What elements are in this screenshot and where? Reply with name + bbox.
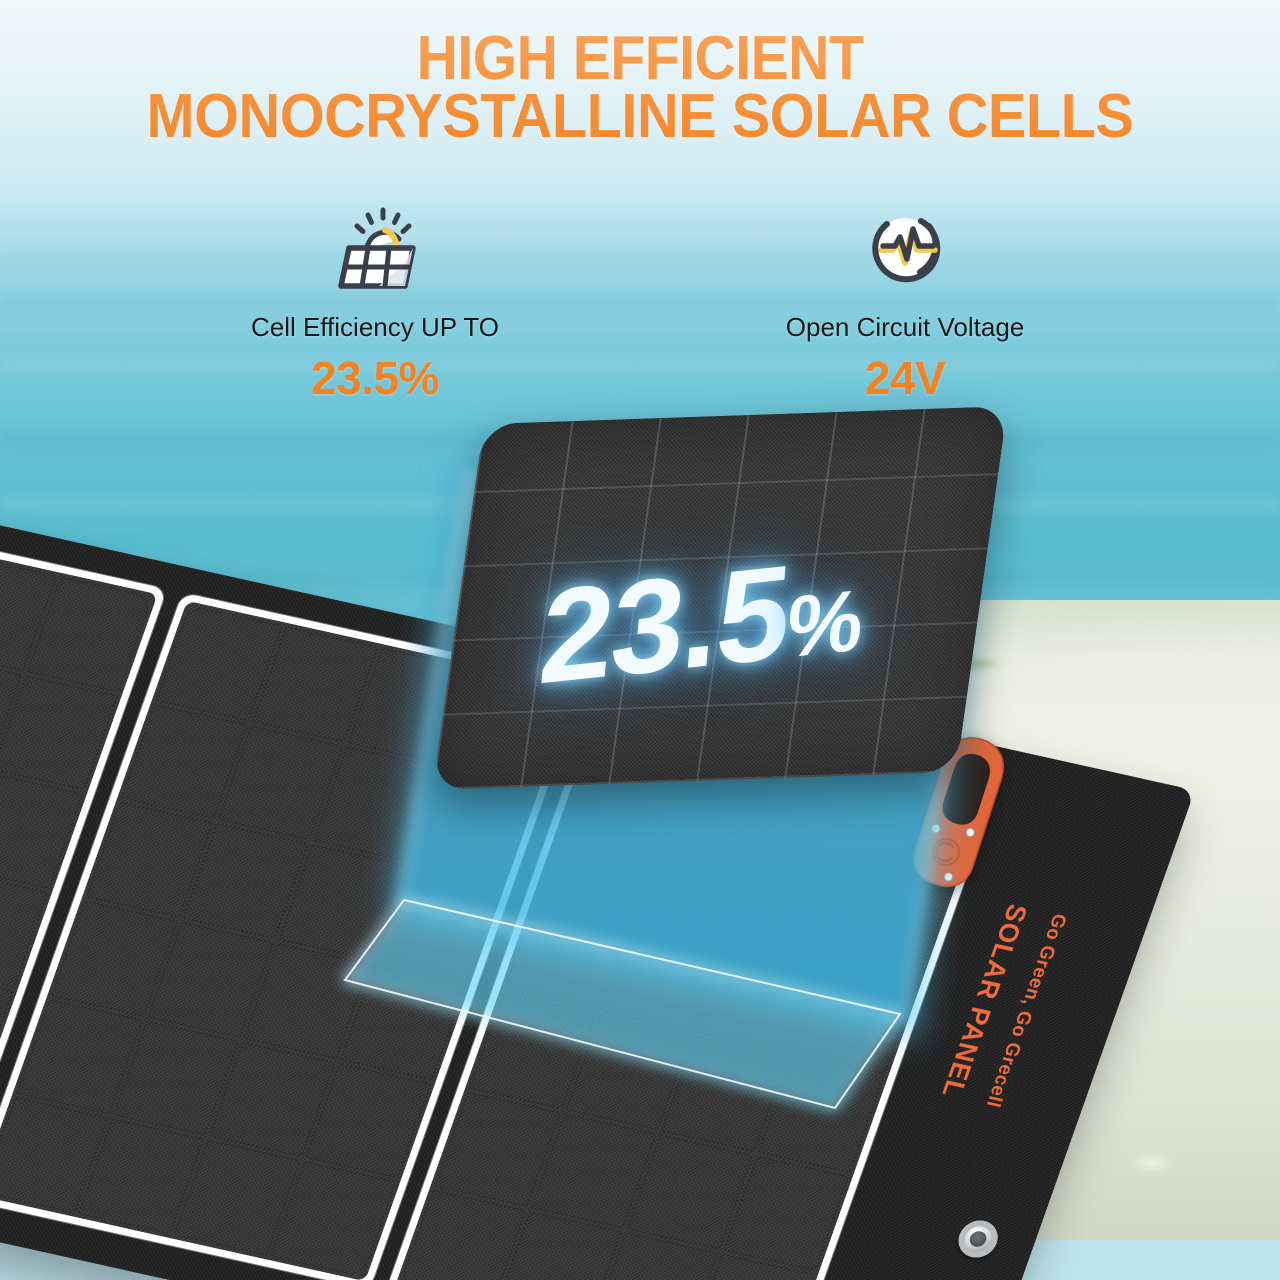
callout-unit: %	[782, 571, 866, 677]
solar-panel-sun-icon	[185, 192, 565, 304]
stat-value: 24V	[864, 352, 946, 404]
feature-stats: Cell Efficiency UP TO 23.5% Open Circuit…	[0, 192, 1280, 405]
headline-line-2: MONOCRYSTALLINE SOLAR CELLS	[146, 81, 1134, 151]
solar-cell	[0, 675, 118, 791]
stat-value: 23.5%	[311, 352, 439, 404]
stat-open-circuit-voltage: Open Circuit Voltage 24V	[715, 192, 1095, 405]
grommet-eyelet	[953, 1216, 1004, 1262]
page-title: HIGH EFFICIENT MONOCRYSTALLINE SOLAR CEL…	[0, 24, 1280, 151]
stat-cell-efficiency: Cell Efficiency UP TO 23.5%	[185, 192, 565, 405]
stat-label: Cell Efficiency UP TO	[250, 312, 500, 342]
sea-highlight-band	[0, 230, 1280, 240]
solar-cell	[399, 1190, 526, 1280]
sea-shadow-band	[0, 296, 1280, 308]
sea-highlight-band	[0, 360, 1280, 369]
voltage-waveform-icon	[715, 192, 1095, 304]
stat-label: Open Circuit Voltage	[785, 312, 1025, 342]
headline-line-1: HIGH EFFICIENT	[416, 24, 864, 93]
callout-number: 23.5	[534, 536, 795, 712]
